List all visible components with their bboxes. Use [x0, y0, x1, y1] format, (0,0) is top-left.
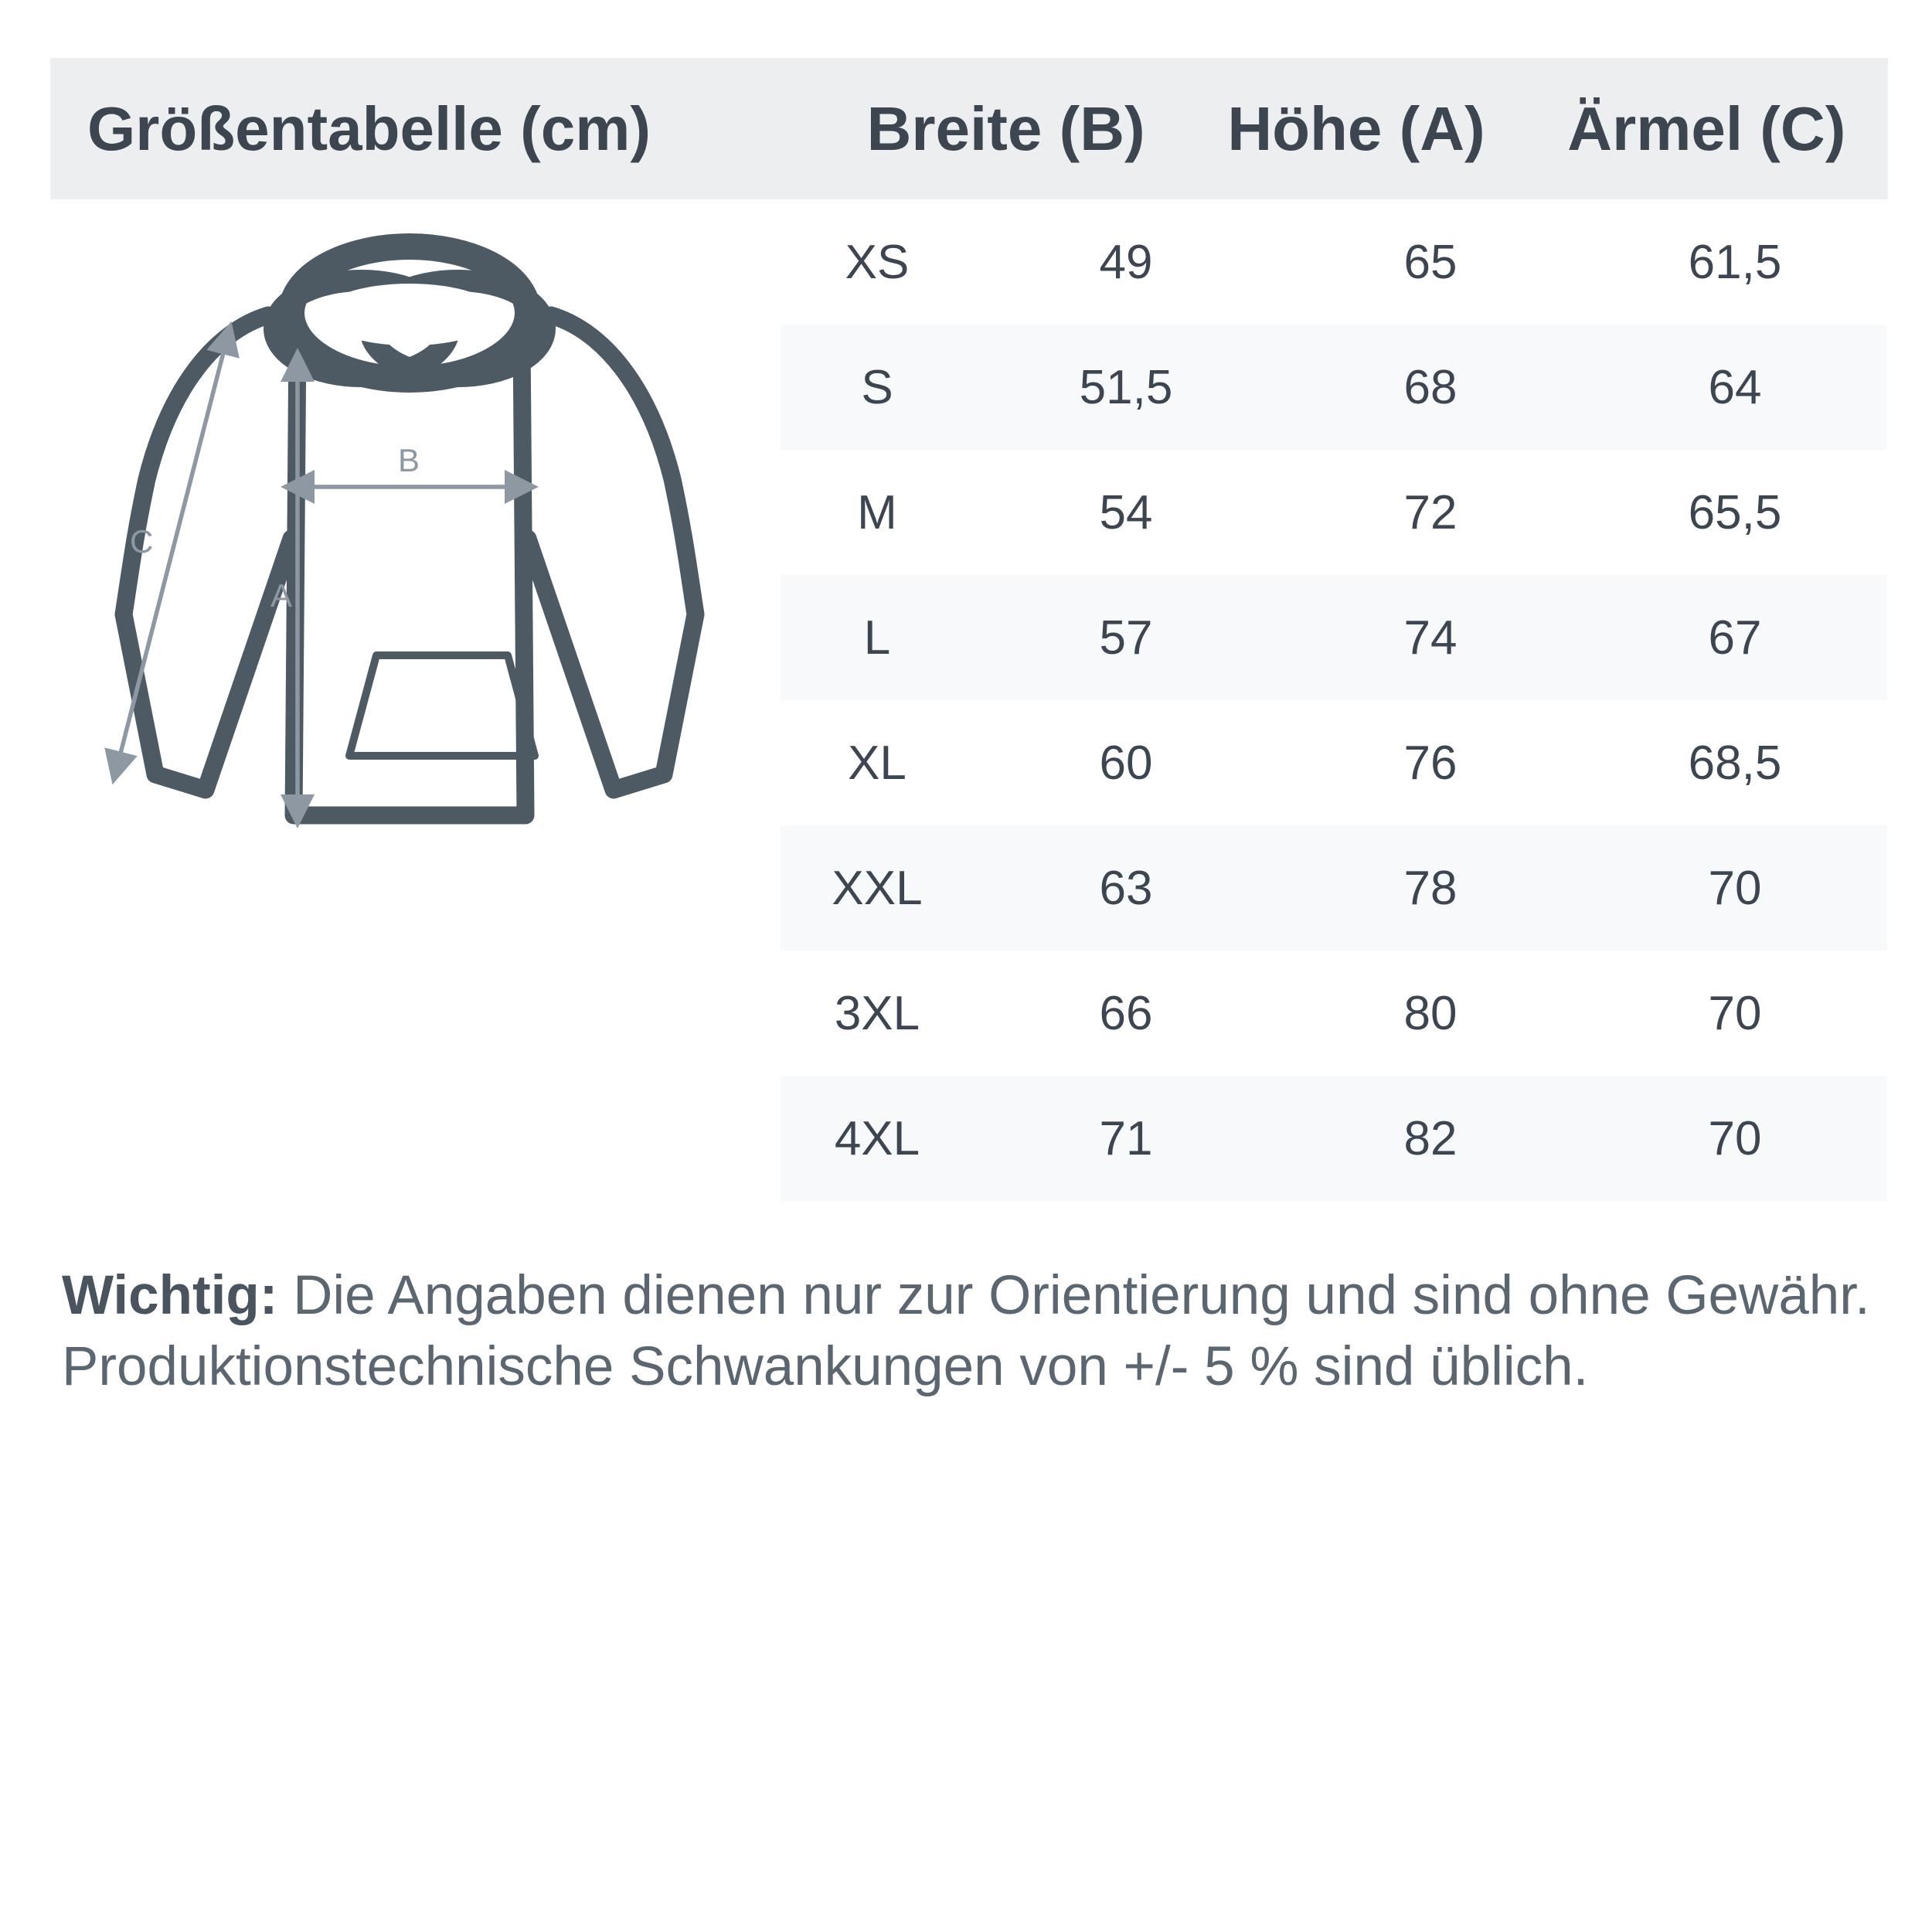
svg-text:A: A — [270, 577, 292, 614]
svg-text:B: B — [398, 442, 420, 478]
svg-text:C: C — [130, 523, 153, 560]
